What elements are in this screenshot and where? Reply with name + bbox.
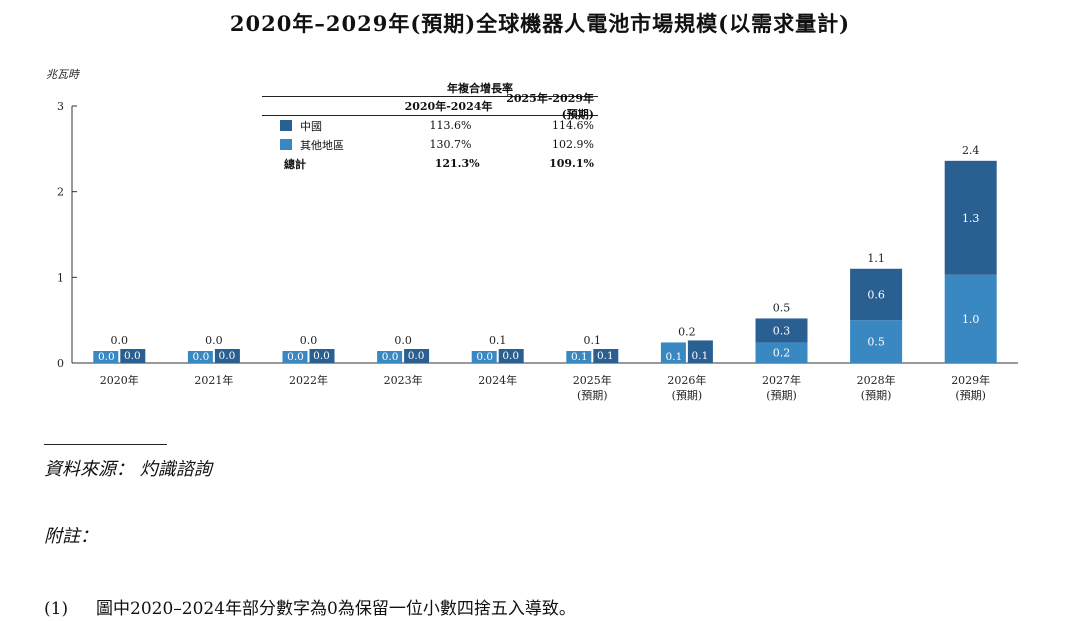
bar-segment-china [404, 349, 430, 363]
y-axis-unit: 兆瓦時 [46, 68, 81, 81]
bar-label-china: 0.1 [692, 350, 709, 362]
x-tick-sublabel: (預期) [672, 389, 703, 402]
legend-header-period1: 2020年-2024年 [404, 100, 493, 113]
x-tick-label: 2020年 [100, 373, 139, 387]
bar-label-china: 0.0 [313, 350, 330, 362]
x-tick-label: 2024年 [478, 373, 517, 387]
bar-segment-china [214, 349, 240, 363]
legend-row-china: 中國 113.6% 114.6% [262, 116, 598, 135]
x-tick-sublabel: (預期) [766, 389, 797, 402]
bar-total-label: 0.2 [678, 325, 696, 338]
bar-label-china: 0.0 [219, 350, 236, 362]
legend-total-cagr1: 121.3% [434, 157, 480, 170]
y-tick-label: 0 [57, 357, 64, 370]
bar-total-label: 0.0 [394, 334, 412, 347]
y-tick-label: 1 [57, 271, 64, 284]
note-item: (1) 圖中2020–2024年部分數字為0為保留一位小數四捨五入導致。 [44, 594, 576, 619]
bar-segment-china [687, 340, 713, 363]
bar-label-china: 1.3 [962, 212, 980, 225]
legend-label-other: 其他地區 [300, 138, 344, 152]
legend-other-cagr1: 130.7% [429, 138, 472, 151]
legend-row-other: 其他地區 130.7% 102.9% [262, 135, 598, 154]
bar-label-other: 0.1 [571, 351, 588, 363]
x-tick-sublabel: (預期) [955, 389, 986, 402]
bar-total-label: 0.1 [489, 334, 507, 347]
source-divider [44, 444, 167, 445]
bar-segment-other [93, 351, 119, 363]
bar-label-other: 0.0 [98, 351, 115, 363]
bar-total-label: 1.1 [867, 252, 885, 265]
x-tick-label: 2029年 [951, 373, 990, 387]
bar-segment-china [309, 349, 335, 363]
legend-row-total: 總計 121.3% 109.1% [262, 154, 598, 173]
bar-label-china: 0.0 [124, 350, 141, 362]
bar-segment-china [593, 349, 619, 363]
bar-label-china: 0.0 [408, 350, 425, 362]
legend-china-cagr1: 113.6% [429, 119, 472, 132]
x-tick-sublabel: (預期) [577, 389, 608, 402]
source-text: 資料來源： 灼識諮詢 [44, 459, 212, 480]
legend-header-row: 2020年-2024年 2025年-2029年(預期) [262, 92, 598, 121]
y-tick-label: 2 [57, 186, 64, 199]
bar-label-other: 0.5 [867, 336, 885, 349]
bar-label-china: 0.1 [597, 350, 614, 362]
legend-china-cagr2: 114.6% [552, 119, 594, 132]
bar-total-label: 0.5 [773, 301, 791, 314]
bar-label-other: 0.0 [476, 351, 493, 363]
legend-header-period2: 2025年-2029年(預期) [506, 92, 594, 121]
x-tick-label: 2023年 [384, 373, 423, 387]
bar-label-other: 0.2 [773, 347, 791, 360]
chart-title: 2020年–2029年(預期)全球機器人電池市場規模(以需求量計) [229, 11, 851, 36]
x-tick-label: 2027年 [762, 373, 801, 387]
bar-label-other: 1.0 [962, 313, 980, 326]
legend-label-total: 總計 [284, 157, 306, 171]
x-tick-label: 2021年 [194, 373, 233, 387]
legend-label-china: 中國 [300, 119, 322, 133]
bar-segment-china [120, 349, 146, 363]
bar-segment-china [944, 160, 997, 275]
legend-total-cagr2: 109.1% [549, 157, 594, 170]
note-number: (1) [44, 599, 69, 619]
bar-segment-other [187, 351, 213, 363]
bar-segment-other [755, 342, 808, 363]
legend-cagr-title: 年複合增長率 [447, 82, 513, 95]
bar-total-label: 0.0 [111, 334, 129, 347]
bar-segment-china [755, 318, 808, 343]
legend-swatch-china [280, 120, 292, 131]
bar-total-label: 0.0 [300, 334, 318, 347]
bar-label-china: 0.3 [773, 324, 791, 337]
bar-total-label: 0.1 [584, 334, 602, 347]
bar-label-other: 0.1 [666, 351, 683, 363]
bar-segment-other [377, 351, 403, 363]
bar-segment-other [471, 351, 497, 363]
x-tick-label: 2026年 [667, 373, 706, 387]
bar-segment-other [660, 342, 686, 363]
bar-label-china: 0.6 [867, 288, 885, 301]
bar-segment-china [498, 349, 524, 363]
x-tick-label: 2025年 [573, 373, 612, 387]
note-text: 圖中2020–2024年部分數字為0為保留一位小數四捨五入導致。 [96, 599, 576, 619]
legend-rule-mid [262, 115, 598, 116]
legend-swatch-other [280, 139, 292, 150]
legend-rule-top [262, 96, 598, 97]
bar-label-other: 0.0 [287, 351, 304, 363]
x-tick-sublabel: (預期) [861, 389, 892, 402]
bar-total-label: 0.0 [205, 334, 223, 347]
notes-title: 附註： [44, 526, 98, 547]
bar-segment-other [566, 351, 592, 363]
bar-label-other: 0.0 [382, 351, 399, 363]
bar-total-label: 2.4 [962, 144, 980, 157]
bar-segment-other [282, 351, 308, 363]
bar-label-other: 0.0 [193, 351, 210, 363]
bar-segment-china [850, 268, 903, 321]
x-tick-label: 2022年 [289, 373, 328, 387]
legend-table: 年複合增長率 2020年-2024年 2025年-2029年(預期) 中國 11… [262, 80, 598, 173]
bar-segment-other [850, 320, 903, 363]
bar-label-china: 0.0 [502, 350, 519, 362]
y-tick-label: 3 [57, 100, 64, 113]
legend-other-cagr2: 102.9% [552, 138, 594, 151]
x-tick-label: 2028年 [857, 373, 896, 387]
bar-segment-other [944, 274, 997, 363]
